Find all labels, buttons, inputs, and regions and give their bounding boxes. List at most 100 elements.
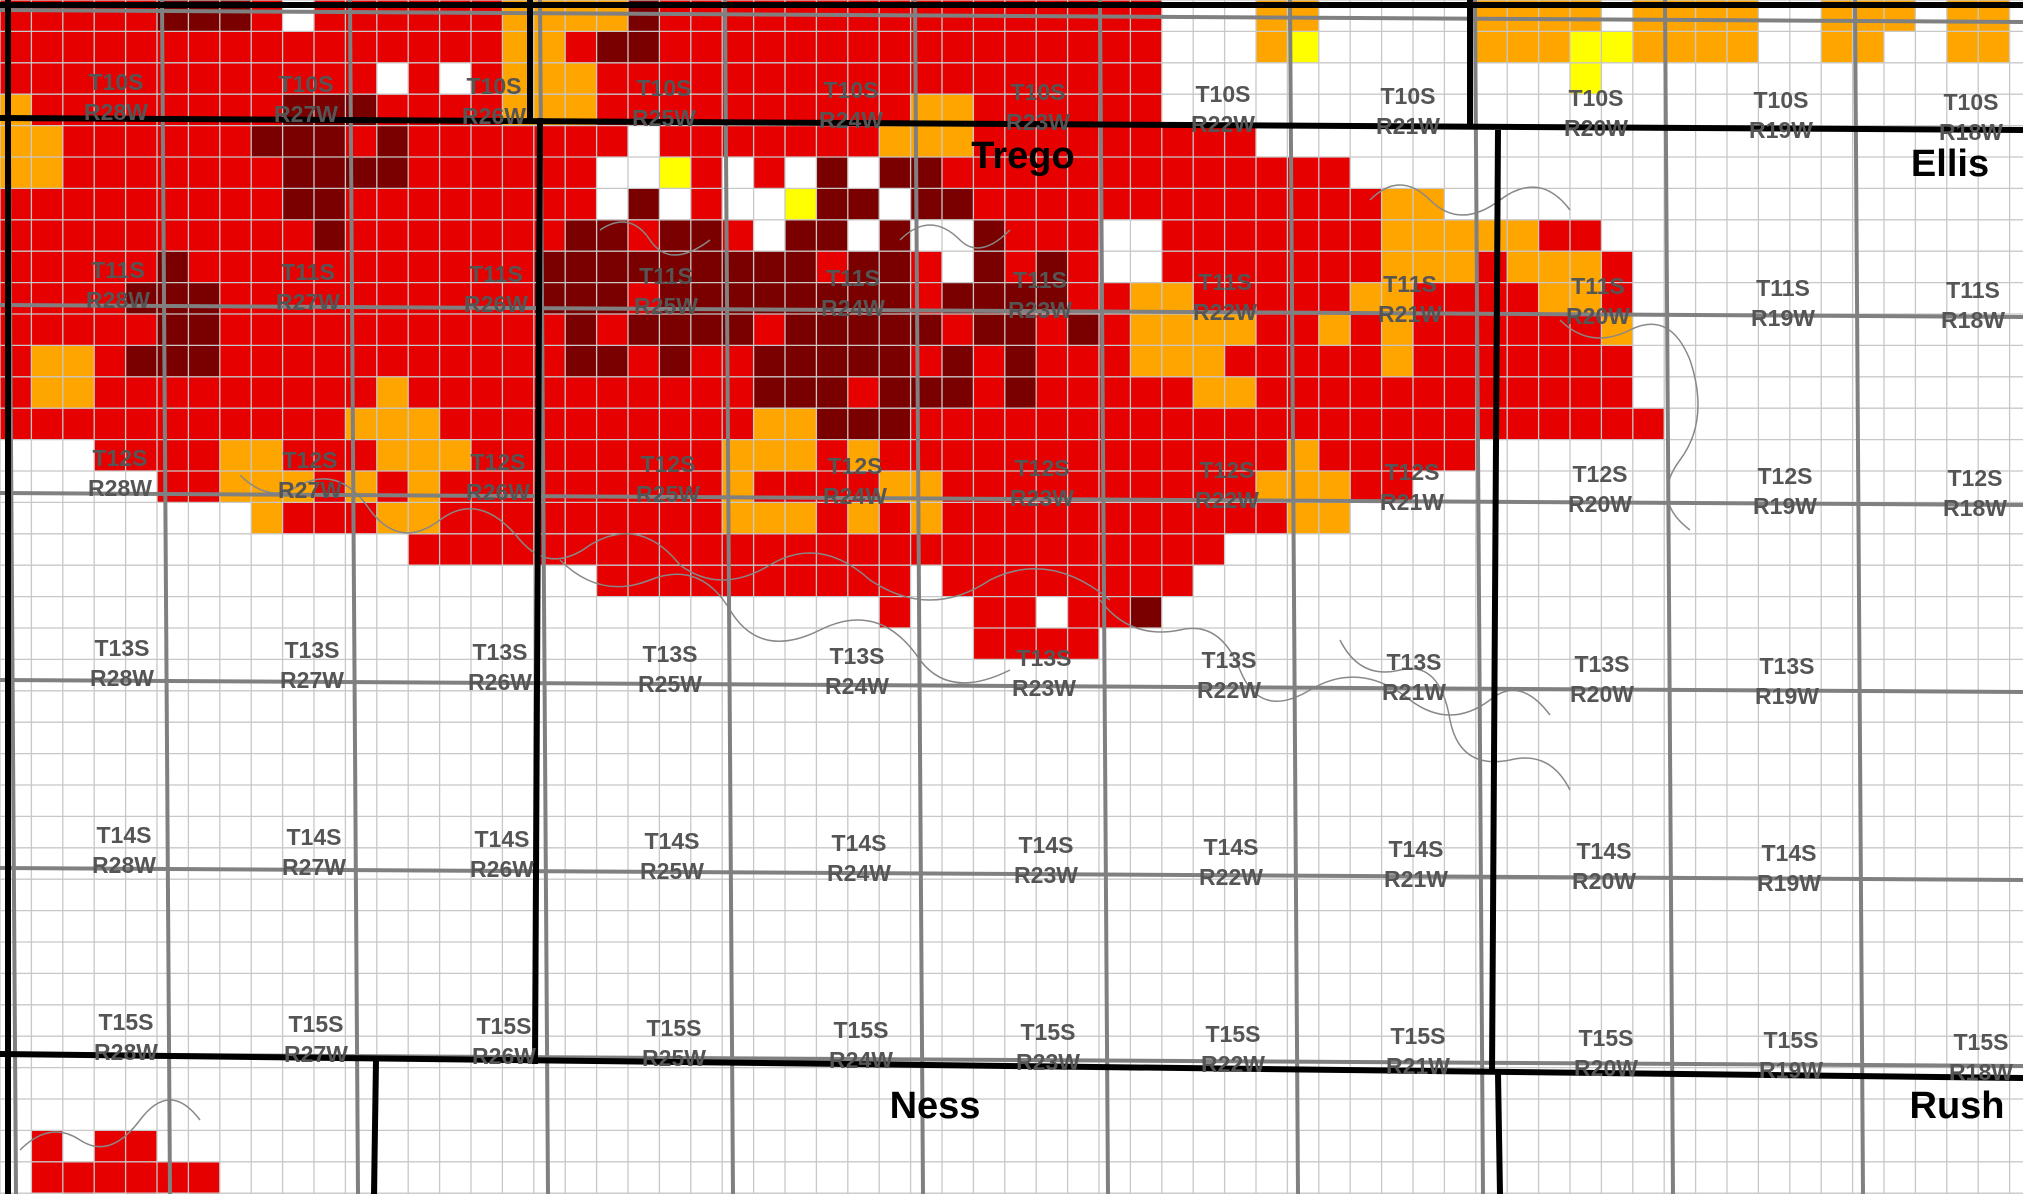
township-label: T15S R19W <box>1759 1027 1823 1083</box>
township-number-label: T13S <box>1202 647 1257 673</box>
section-cell-orange <box>1695 31 1727 63</box>
section-cell-dark-red <box>816 345 848 377</box>
section-cell-red <box>628 408 660 440</box>
section-cell-red <box>1224 188 1256 220</box>
section-cell-orange <box>1727 31 1759 63</box>
section-cell-red <box>188 31 220 63</box>
section-cell-red <box>753 314 785 346</box>
section-cell-dark-red <box>628 251 660 283</box>
section-cell-red <box>157 471 189 503</box>
section-cell-red <box>0 282 32 314</box>
section-cell-red <box>345 439 377 471</box>
section-cell-red <box>251 219 283 252</box>
section-cell-red <box>1318 376 1351 409</box>
section-cell-red <box>1130 439 1162 471</box>
section-cell-red <box>1381 439 1413 471</box>
section-cell-red <box>502 157 534 189</box>
county-label-rush: Rush <box>1910 1085 2005 1127</box>
section-cell-red <box>439 157 471 189</box>
township-number-label: T13S <box>643 641 698 667</box>
section-cell-red <box>502 408 534 440</box>
section-cell-red <box>219 62 252 95</box>
section-cell-orange <box>1852 31 1884 63</box>
section-cell-red <box>565 376 597 409</box>
range-number-label: R21W <box>1384 866 1448 892</box>
section-cell-red <box>1004 62 1037 95</box>
township-number-label: T14S <box>287 824 342 850</box>
section-cell-red <box>1507 376 1539 409</box>
section-cell-red <box>282 219 314 252</box>
section-cell-red <box>439 314 471 346</box>
section-cell-red <box>690 502 723 534</box>
township-number-label: T13S <box>1017 645 1072 671</box>
section-cell-red <box>1004 408 1037 440</box>
section-cell-dark-red <box>1004 282 1037 314</box>
section-cell-red <box>1036 188 1068 220</box>
section-cell-red <box>1256 219 1288 252</box>
section-cell-orange <box>1318 502 1351 534</box>
section-cell-red <box>31 188 63 220</box>
section-cell-red <box>408 314 440 346</box>
section-cell-red <box>125 1161 157 1194</box>
township-label: T13S R20W <box>1570 651 1634 707</box>
section-cell-red <box>816 251 848 283</box>
section-cell-dark-red <box>565 314 597 346</box>
section-cell-yellow <box>1570 62 1602 95</box>
section-cell-red <box>376 251 409 283</box>
section-cell-red <box>1004 502 1037 534</box>
section-cell-red <box>1381 408 1413 440</box>
section-cell-red <box>785 31 817 63</box>
section-cell-red <box>94 439 126 471</box>
section-cell-red <box>816 533 848 566</box>
section-cell-red <box>1036 345 1068 377</box>
section-cell-red <box>1036 408 1068 440</box>
township-label: T15S R22W <box>1201 1021 1265 1077</box>
section-cell-red <box>345 345 377 377</box>
section-cell-red <box>1004 157 1037 189</box>
section-cell-red <box>690 62 723 95</box>
section-cell-orange <box>345 408 377 440</box>
section-cell-red <box>345 314 377 346</box>
section-cell-red <box>94 62 126 95</box>
section-cell-red <box>1067 94 1099 126</box>
range-number-label: R26W <box>462 103 526 129</box>
county-boundary-line <box>1495 1073 1503 1194</box>
section-cell-red <box>502 188 534 220</box>
section-cell-red <box>251 282 283 314</box>
section-cell-orange <box>910 502 942 534</box>
section-cell-red <box>1224 125 1256 157</box>
section-cell-red <box>219 376 252 409</box>
section-cell-red <box>1036 31 1068 63</box>
section-cell-orange <box>1507 31 1539 63</box>
section-cell-red <box>942 533 974 566</box>
section-cell-red <box>62 157 95 189</box>
section-cell-red <box>1538 408 1570 440</box>
section-cell-red <box>188 251 220 283</box>
section-cell-dark-red <box>659 251 691 283</box>
township-label: T12S R24W <box>823 453 887 509</box>
section-cell-red <box>0 62 32 95</box>
section-cell-dark-red <box>628 314 660 346</box>
township-label: T12S R25W <box>636 451 700 507</box>
township-number-label: T15S <box>1021 1019 1076 1045</box>
section-cell-red <box>1067 439 1099 471</box>
section-cell-dark-red <box>1036 282 1068 314</box>
township-label: T15S R25W <box>642 1015 706 1071</box>
section-cell-red <box>1350 251 1382 283</box>
range-number-label: R24W <box>819 107 883 133</box>
section-cell-dark-red <box>753 251 785 283</box>
section-cell-orange <box>439 439 471 471</box>
township-label: T13S R24W <box>825 643 889 699</box>
section-cell-orange <box>1224 314 1256 346</box>
section-cell-red <box>816 31 848 63</box>
section-cell-orange <box>1444 219 1476 252</box>
township-line <box>1098 0 1110 1194</box>
section-cell-red <box>1318 251 1351 283</box>
township-label: T13S R21W <box>1382 649 1446 705</box>
section-cell-red <box>31 282 63 314</box>
county-label-layer: Trego Ellis Ness Rush <box>890 135 2005 1127</box>
range-number-label: R25W <box>634 293 698 319</box>
section-cell-orange <box>785 502 817 534</box>
township-line <box>913 0 925 1194</box>
